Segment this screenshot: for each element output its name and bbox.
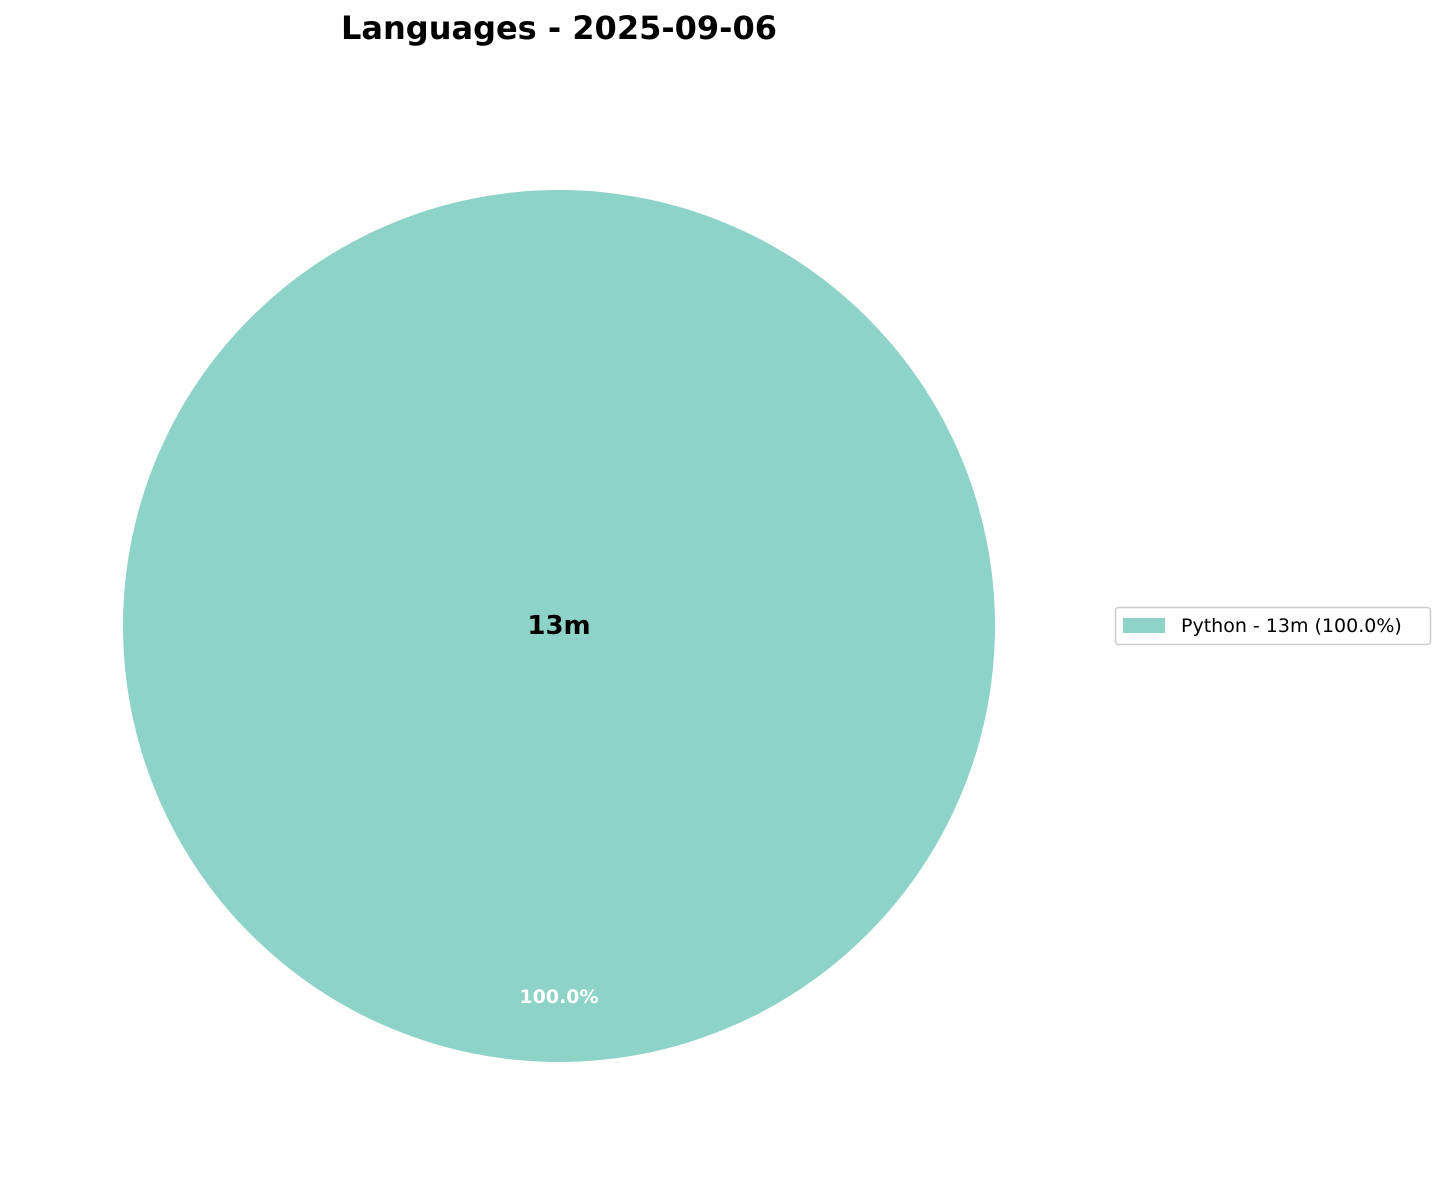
- legend: Python - 13m (100.0%): [1114, 606, 1432, 646]
- center-total-label: 13m: [527, 611, 590, 641]
- legend-entry-label: Python - 13m (100.0%): [1181, 615, 1402, 637]
- slice-percent-label: 100.0%: [519, 986, 598, 1008]
- legend-swatch: [1123, 618, 1165, 633]
- pie-slice-python: [123, 190, 995, 1062]
- chart-title: Languages - 2025-09-06: [341, 9, 777, 47]
- pie-slices: [123, 190, 995, 1062]
- legend-frame: [1114, 606, 1432, 646]
